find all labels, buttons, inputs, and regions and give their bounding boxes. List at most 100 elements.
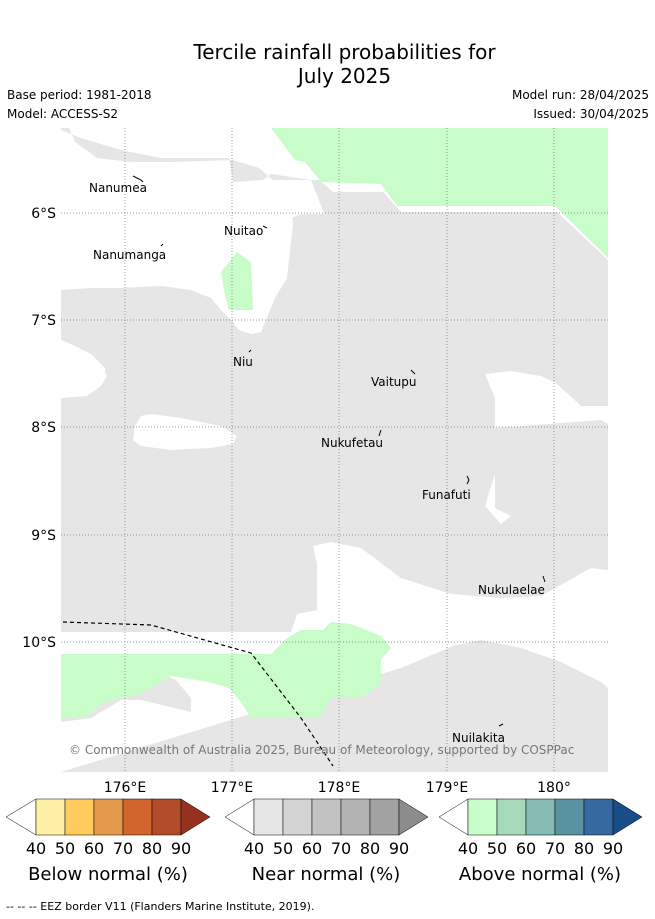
island-vaitupu-shape — [410, 369, 416, 375]
cb-below-swatch-40 — [35, 798, 66, 836]
cb-below-swatch-60 — [93, 798, 124, 836]
above-normal-region-west — [221, 252, 253, 310]
place-label-nuilakita: Nuilakita — [452, 731, 505, 745]
island-nukufetau-shape — [378, 429, 382, 437]
cb-near-tick-90: 90 — [389, 839, 409, 858]
cb-below-swatch-70 — [122, 798, 153, 836]
cb-below-tick-80: 80 — [142, 839, 162, 858]
longitude-axis: 176°E 177°E 178°E 179°E 180° — [104, 780, 571, 796]
colorbar-below-normal: 40 50 60 70 80 90 Below normal (%) — [5, 798, 211, 885]
lat-label-10s: 10°S — [22, 635, 56, 651]
cb-below-tick-50: 50 — [55, 839, 75, 858]
lat-label-7s: 7°S — [31, 313, 56, 329]
cb-above-swatch-40 — [467, 798, 498, 836]
lon-label-177e: 177°E — [211, 780, 254, 796]
cb-above-tick-40: 40 — [458, 839, 478, 858]
colorbar-above-normal: 40 50 60 70 80 90 Above normal (%) — [438, 798, 643, 885]
cb-below-tick-70: 70 — [113, 839, 133, 858]
cb-above-tick-80: 80 — [574, 839, 594, 858]
map-gridlines — [61, 128, 608, 772]
lat-label-8s: 8°S — [31, 420, 56, 436]
near-normal-region-central — [61, 214, 608, 632]
cb-above-tick-90: 90 — [603, 839, 623, 858]
white-gap-central — [133, 414, 237, 450]
cb-above-tick-60: 60 — [516, 839, 536, 858]
cb-above-extend-high — [612, 798, 643, 836]
model-run-text: Model run: 28/04/2025 — [511, 88, 649, 102]
rainfall-probability-map: Nanumea Nuitao Nanumanga Niu Vaitupu Nuk… — [61, 128, 608, 772]
colorbar-near-normal: 40 50 60 70 80 90 Near normal (%) — [224, 798, 429, 885]
cb-below-tick-40: 40 — [26, 839, 46, 858]
cb-above-swatch-50 — [496, 798, 527, 836]
island-nanumea-shape — [132, 175, 144, 183]
place-label-vaitupu: Vaitupu — [371, 375, 417, 389]
place-label-nukufetau: Nukufetau — [321, 436, 383, 450]
place-label-nuitao: Nuitao — [224, 224, 263, 238]
lat-label-9s: 9°S — [31, 528, 56, 544]
cb-below-swatch-80 — [151, 798, 182, 836]
cb-above-swatch-70 — [554, 798, 585, 836]
cb-above-swatch-80 — [583, 798, 614, 836]
cb-below-swatch-50 — [64, 798, 95, 836]
cb-below-tick-90: 90 — [171, 839, 191, 858]
above-normal-region-south — [61, 622, 391, 718]
near-normal-regions — [61, 128, 608, 772]
cb-above-tick-50: 50 — [487, 839, 507, 858]
place-label-niu: Niu — [233, 355, 253, 369]
title-line-1: Tercile rainfall probabilities for — [193, 40, 496, 64]
colorbar-legends: 40 50 60 70 80 90 Below normal (%) 40 50… — [5, 798, 643, 885]
cb-above-tick-70: 70 — [545, 839, 565, 858]
above-normal-regions — [61, 128, 608, 718]
model-text: Model: ACCESS-S2 — [7, 107, 119, 121]
title-line-2: July 2025 — [297, 64, 392, 88]
cb-above-extend-low — [438, 798, 469, 836]
lon-label-180: 180° — [537, 780, 571, 796]
copyright-text: © Commonwealth of Australia 2025, Bureau… — [69, 743, 574, 757]
place-label-nanumea: Nanumea — [89, 181, 147, 195]
cb-near-swatch-80 — [369, 798, 400, 836]
map-title: Tercile rainfall probabilities for July … — [0, 40, 655, 88]
latitude-axis: 6°S 7°S 8°S 9°S 10°S — [22, 206, 56, 651]
cb-near-label: Near normal (%) — [252, 864, 401, 885]
near-normal-region-south — [61, 640, 608, 772]
cb-below-extend-high — [180, 798, 211, 836]
cb-near-tick-80: 80 — [360, 839, 380, 858]
island-nanumanga-shape — [160, 243, 164, 247]
lon-label-179e: 179°E — [426, 780, 469, 796]
island-funafuti-shape — [466, 475, 470, 485]
white-gap-southeast — [485, 474, 511, 524]
island-niu-shape — [248, 349, 252, 353]
cb-near-extend-low — [224, 798, 255, 836]
eez-border-line — [62, 621, 334, 767]
white-gap-west — [61, 342, 107, 398]
place-label-nukulaelae: Nukulaelae — [478, 583, 545, 597]
cb-near-tick-70: 70 — [331, 839, 351, 858]
cb-above-swatch-60 — [525, 798, 556, 836]
cb-near-tick-60: 60 — [302, 839, 322, 858]
cb-near-extend-high — [398, 798, 429, 836]
issued-text: Issued: 30/04/2025 — [533, 107, 649, 121]
cb-below-extend-low — [5, 798, 37, 836]
cb-below-label: Below normal (%) — [28, 864, 188, 885]
place-label-nanumanga: Nanumanga — [93, 248, 166, 262]
eez-border-footnote: -- -- -- EEZ border V11 (Flanders Marine… — [6, 900, 315, 913]
cb-near-swatch-70 — [340, 798, 371, 836]
island-nuilakita-shape — [498, 723, 504, 727]
island-nuitao-shape — [262, 225, 268, 229]
cb-above-label: Above normal (%) — [459, 864, 621, 885]
lon-label-176e: 176°E — [104, 780, 147, 796]
lon-label-178e: 178°E — [318, 780, 361, 796]
cb-below-tick-60: 60 — [84, 839, 104, 858]
lat-label-6s: 6°S — [31, 206, 56, 222]
island-shapes — [132, 175, 546, 727]
cb-near-swatch-40 — [253, 798, 284, 836]
cb-near-swatch-60 — [311, 798, 342, 836]
cb-near-swatch-50 — [282, 798, 313, 836]
cb-near-tick-50: 50 — [273, 839, 293, 858]
cb-near-tick-40: 40 — [244, 839, 264, 858]
above-normal-region-north — [271, 128, 608, 258]
base-period-text: Base period: 1981-2018 — [7, 88, 152, 102]
white-gap-east — [485, 371, 608, 428]
island-nukulaelae-shape — [542, 575, 546, 583]
place-label-funafuti: Funafuti — [422, 488, 471, 502]
